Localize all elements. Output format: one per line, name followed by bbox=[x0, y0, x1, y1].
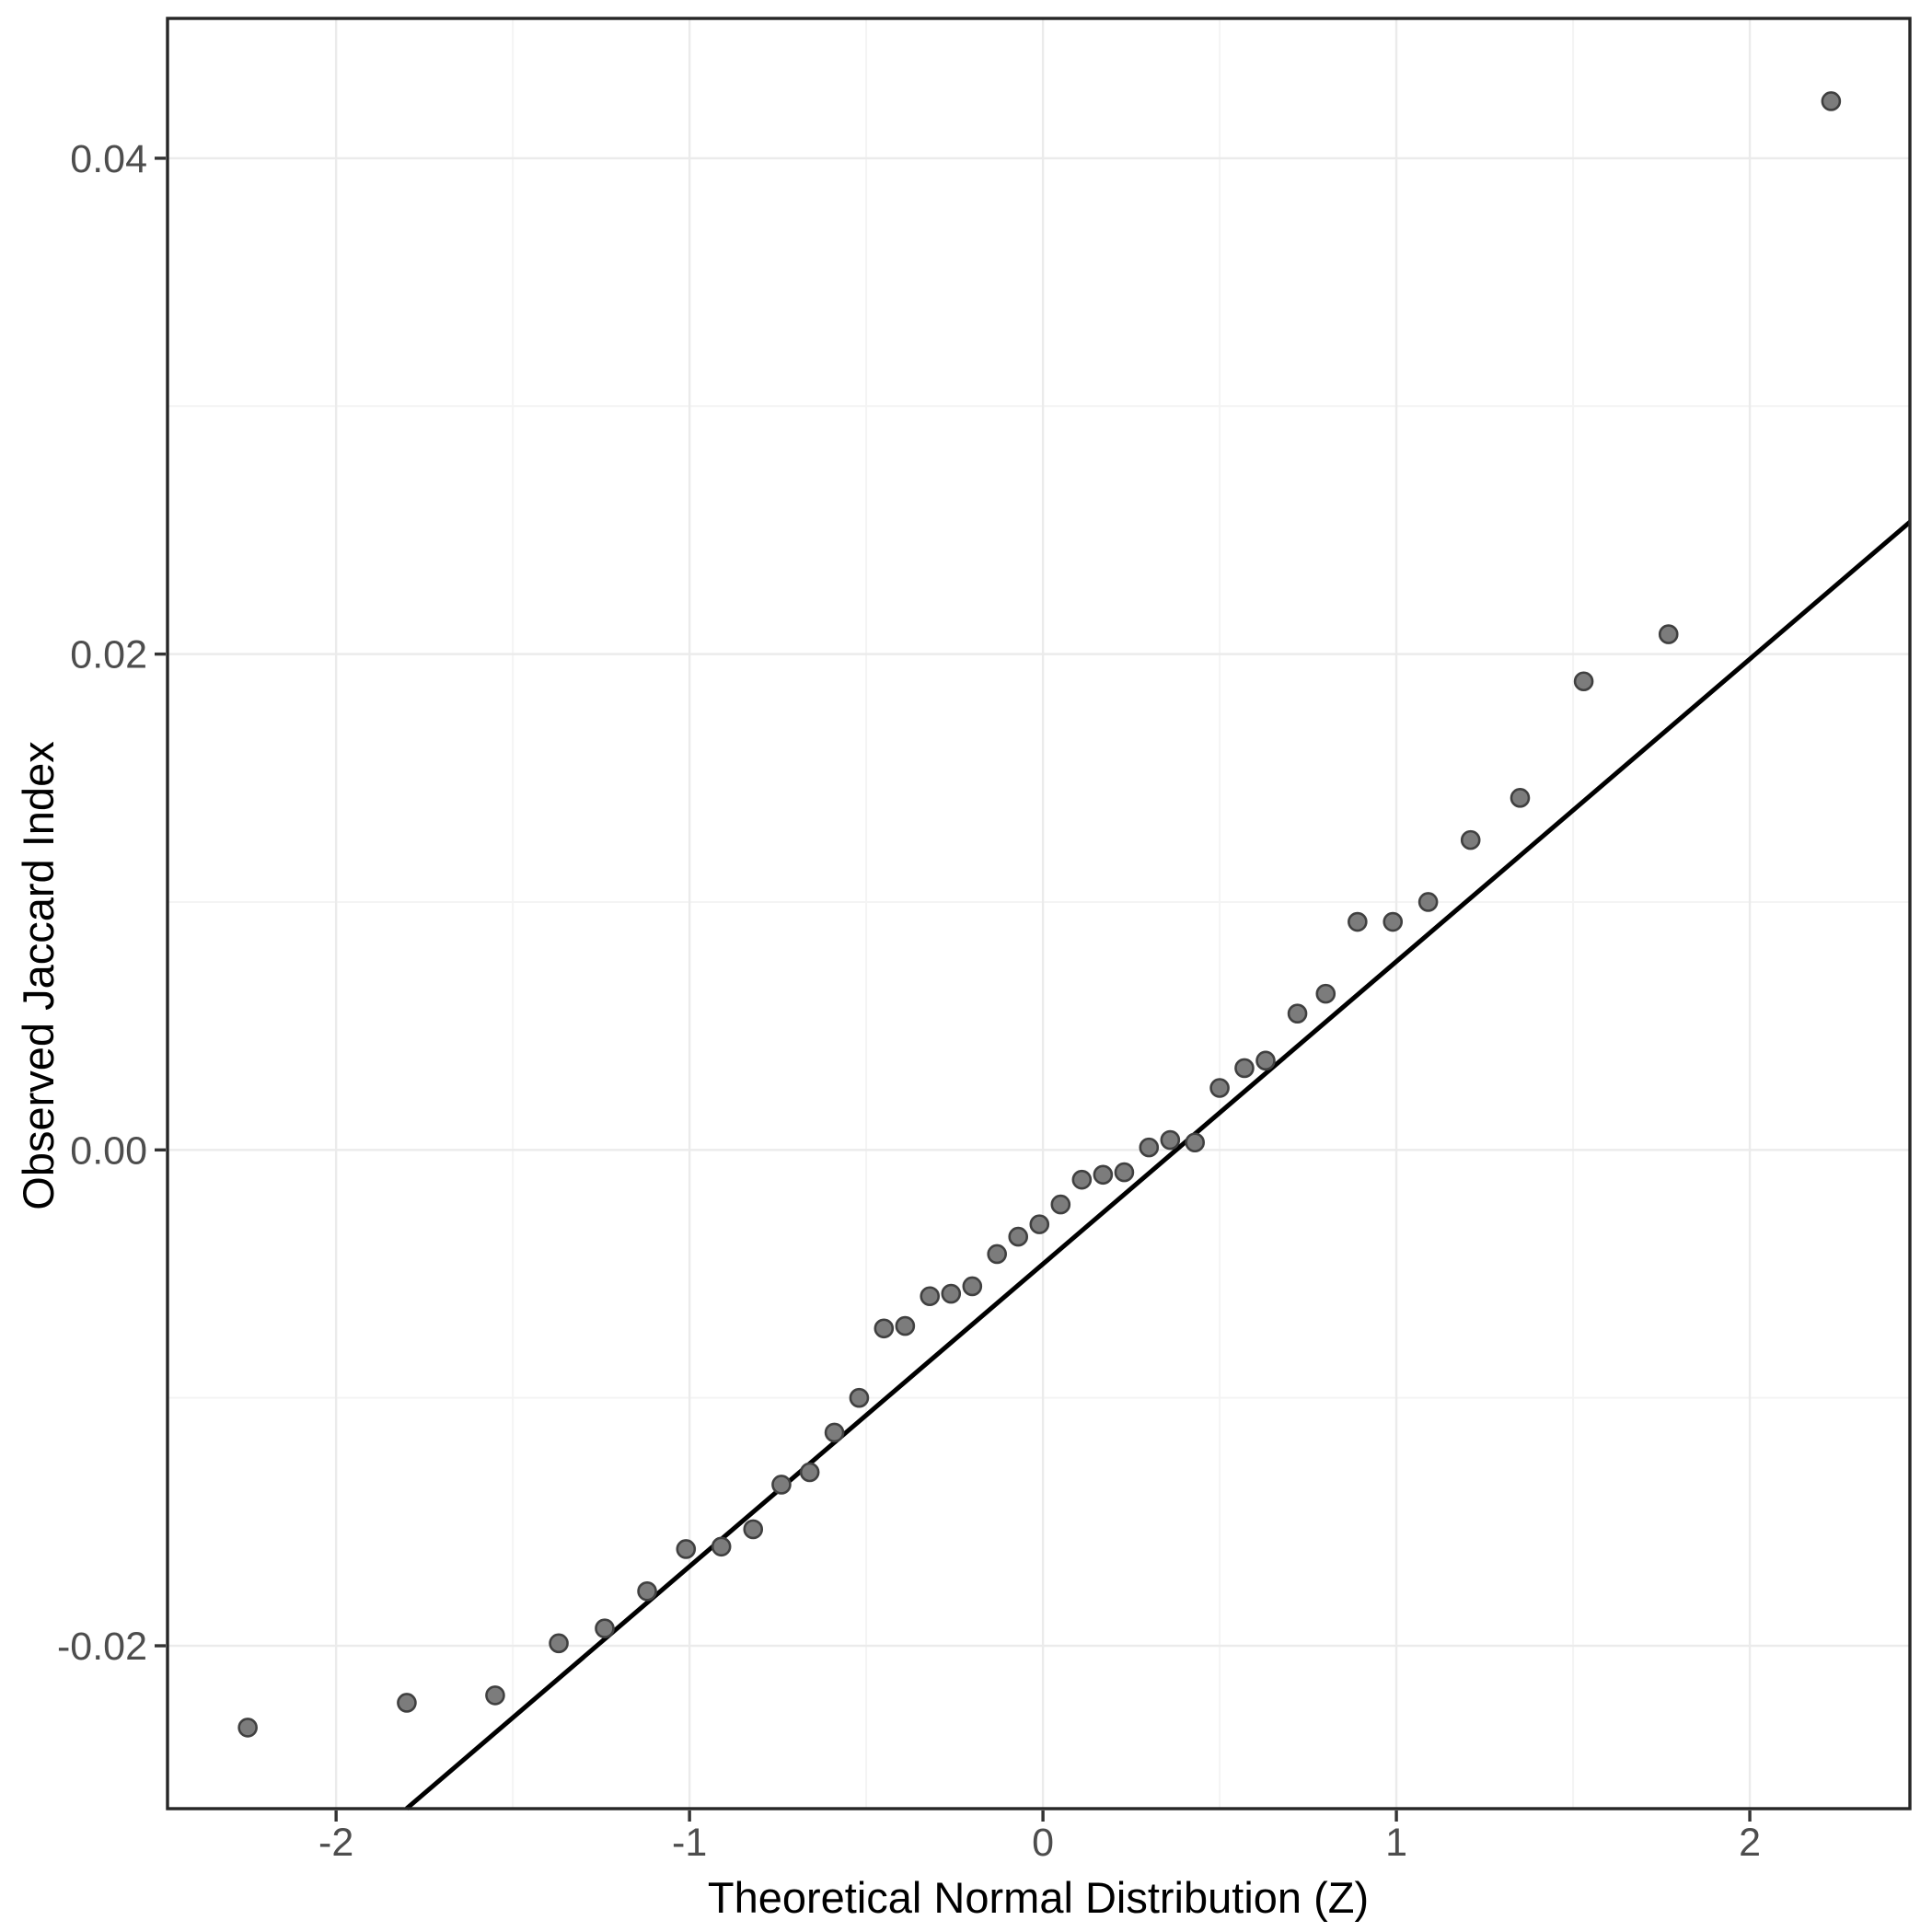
data-point bbox=[743, 1519, 764, 1540]
data-point bbox=[637, 1580, 657, 1602]
data-point bbox=[1029, 1214, 1050, 1234]
y-axis-tick-label: -0.02 bbox=[57, 1625, 147, 1669]
data-point bbox=[895, 1315, 916, 1336]
data-point bbox=[1315, 983, 1336, 1004]
x-axis-tick-label: 1 bbox=[1385, 1821, 1407, 1865]
data-point bbox=[1234, 1058, 1255, 1079]
data-point bbox=[1460, 829, 1481, 850]
data-point bbox=[1382, 911, 1404, 932]
grid-minor bbox=[168, 18, 1910, 1809]
data-point bbox=[799, 1462, 820, 1483]
grid-major bbox=[168, 18, 1910, 1809]
y-axis-tick-label: 0.00 bbox=[70, 1128, 147, 1173]
data-point bbox=[1255, 1050, 1276, 1071]
data-point bbox=[1185, 1132, 1206, 1153]
panel-border bbox=[166, 17, 1912, 1811]
data-point bbox=[676, 1539, 697, 1559]
axis-ticks bbox=[155, 156, 1752, 1822]
data-point bbox=[1348, 911, 1368, 932]
qq-reference-line bbox=[405, 520, 1912, 1811]
y-axis-title: Observed Jaccard Index bbox=[14, 741, 63, 1209]
data-point bbox=[920, 1286, 941, 1307]
data-point bbox=[1139, 1137, 1160, 1158]
x-axis-title: Theoretical Normal Distribution (Z) bbox=[708, 1873, 1369, 1922]
data-point bbox=[485, 1685, 505, 1706]
data-point bbox=[1821, 91, 1842, 111]
qq-line-layer bbox=[405, 520, 1912, 1811]
x-axis-tick-label: 2 bbox=[1739, 1821, 1761, 1865]
data-point bbox=[1209, 1078, 1230, 1098]
data-point bbox=[711, 1536, 732, 1557]
data-point bbox=[1114, 1162, 1135, 1183]
data-point bbox=[595, 1618, 615, 1638]
data-point bbox=[1658, 624, 1679, 644]
data-point bbox=[771, 1475, 792, 1495]
data-point bbox=[1071, 1169, 1093, 1190]
data-point bbox=[1050, 1194, 1071, 1215]
data-point bbox=[987, 1244, 1007, 1265]
data-point bbox=[237, 1718, 258, 1738]
y-axis-tick-label: 0.02 bbox=[70, 633, 147, 677]
data-point bbox=[1510, 788, 1531, 808]
data-point bbox=[962, 1276, 983, 1297]
data-point bbox=[1287, 1003, 1308, 1024]
y-axis-tick-label: 0.04 bbox=[70, 137, 147, 181]
data-point bbox=[549, 1633, 569, 1654]
data-point bbox=[873, 1318, 895, 1339]
data-point bbox=[1573, 671, 1594, 692]
axis-tick-labels: -2 -1 0 1 2 0.04 0.02 0.00 -0.02 bbox=[57, 137, 1761, 1865]
data-point bbox=[397, 1693, 417, 1713]
data-point bbox=[849, 1387, 870, 1408]
data-point bbox=[1417, 892, 1439, 912]
data-point bbox=[941, 1283, 962, 1304]
panel-border-layer bbox=[166, 17, 1912, 1811]
data-point bbox=[1008, 1226, 1029, 1247]
x-axis-tick-label: -1 bbox=[672, 1821, 707, 1865]
x-axis-tick-label: 0 bbox=[1032, 1821, 1054, 1865]
data-point bbox=[1160, 1129, 1181, 1151]
data-points bbox=[237, 91, 1842, 1738]
data-point bbox=[824, 1422, 845, 1443]
data-point bbox=[1093, 1164, 1114, 1186]
x-axis-tick-label: -2 bbox=[318, 1821, 353, 1865]
